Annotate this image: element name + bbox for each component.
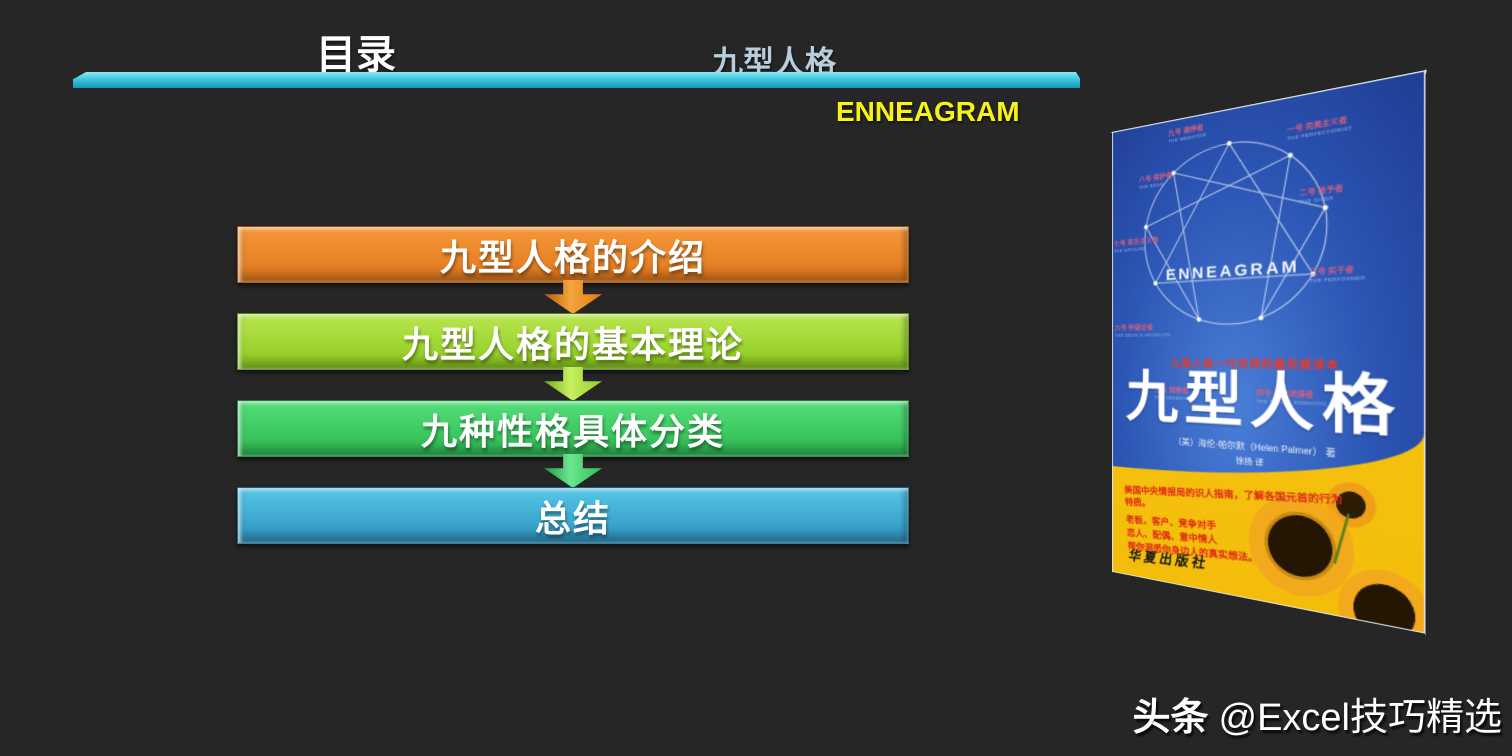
blurb-line: 恋人、配偶、意中情人 <box>1126 527 1218 546</box>
book-blurb: 美国中央情报局的识人指南，了解各国元首的行为特质。 老板、客户、竞争对手 恋人、… <box>1124 484 1358 577</box>
toc-item-label: 九型人格的基本理论 <box>401 323 744 365</box>
diagram-title: ENNEAGRAM <box>1165 256 1300 285</box>
book-title: 九型人格 <box>1125 366 1404 446</box>
type-en: THE OBSERVER <box>1154 394 1194 402</box>
type-en: THE GIVER <box>1299 195 1334 205</box>
blurb-line: 美国中央情报局的识人指南，了解各国元首的行为特质。 <box>1123 484 1344 509</box>
type-zh: 五号 观察者 <box>1154 386 1189 395</box>
blurb-line: 老板、客户、竞争对手 <box>1125 514 1217 532</box>
type-zh: 七号 享乐主义者 <box>1113 236 1159 248</box>
type-en: THE EPICURE <box>1113 246 1146 254</box>
type-zh: 二号 给予者 <box>1299 184 1344 198</box>
book-tagline: 九型人格一代宗师的最权威读本 <box>1170 358 1340 373</box>
type-label-3: 三号 实干者 THE PERFORMER <box>1309 265 1365 285</box>
type-zh: 三号 实干者 <box>1309 265 1354 277</box>
type-zh: 八号 保护者 <box>1138 171 1173 185</box>
type-en: THE MEDIATOR <box>1168 131 1207 145</box>
down-arrow-icon <box>544 454 602 488</box>
type-en: THE TRAGIC ROMANTIC <box>1256 398 1328 408</box>
type-label-9: 九号 调停者 THE MEDIATOR <box>1168 123 1206 145</box>
watermark: 头条 @Excel技巧精选 <box>1132 686 1502 741</box>
type-label-8: 八号 保护者 THE BOSS <box>1139 172 1173 191</box>
cover-blue-panel: 九号 调停者 THE MEDIATOR 一号 完美主义者 THE PERFECT… <box>1112 71 1425 498</box>
sunflower-stem <box>1333 513 1350 565</box>
type-en: THE PERFECTIONIST <box>1287 124 1353 142</box>
type-en: THE PERFORMER <box>1309 274 1366 284</box>
type-en: THE BOSS <box>1138 181 1164 191</box>
toc-item-label: 九型人格的介绍 <box>439 236 706 278</box>
type-label-5: 五号 观察者 THE OBSERVER <box>1154 386 1193 402</box>
publisher-name: 华夏出版社 <box>1127 548 1209 573</box>
type-zh: 九号 调停者 <box>1168 123 1204 138</box>
toc-item-label: 总结 <box>534 497 611 539</box>
type-zh: 四号 悲剧浪漫者 <box>1256 389 1314 400</box>
type-label-6: 六号 怀疑论者 THE DEVIL'S ADVOCATE <box>1115 324 1171 339</box>
down-arrow-icon <box>544 280 602 314</box>
book-front-cover: 九号 调停者 THE MEDIATOR 一号 完美主义者 THE PERFECT… <box>1112 70 1426 634</box>
blurb-line: 帮你洞悉你身边人的真实想法。 <box>1127 541 1259 565</box>
type-en: THE DEVIL'S ADVOCATE <box>1114 332 1171 339</box>
sunflower-art <box>1112 433 1425 634</box>
type-label-2: 二号 给予者 THE GIVER <box>1299 184 1343 206</box>
down-arrow-icon <box>544 367 602 401</box>
type-label-7: 七号 享乐主义者 THE EPICURE <box>1114 236 1159 254</box>
book-author: （美）海伦·帕尔默（Helen Palmer） 著 <box>1173 436 1336 459</box>
subtitle-enneagram: ENNEAGRAM <box>836 96 1020 127</box>
type-label-1: 一号 完美主义者 THE PERFECTIONIST <box>1287 115 1352 142</box>
book-translator: 徐扬 译 <box>1235 455 1264 468</box>
toc-item-summary: 总结 <box>237 487 909 544</box>
type-zh: 六号 怀疑论者 <box>1114 324 1154 332</box>
enneagram-diagram-icon <box>1137 115 1338 334</box>
divider-bar <box>73 72 1080 88</box>
type-zh: 一号 完美主义者 <box>1287 115 1348 135</box>
type-label-4: 四号 悲剧浪漫者 THE TRAGIC ROMANTIC <box>1256 389 1327 408</box>
toc-item-theory: 九型人格的基本理论 <box>237 313 909 370</box>
page-title: 目录 <box>316 33 396 77</box>
toc-item-label: 九种性格具体分类 <box>420 410 725 452</box>
watermark-handle: @Excel技巧精选 <box>1218 697 1503 739</box>
book-cover: 九号 调停者 THE MEDIATOR 一号 完美主义者 THE PERFECT… <box>1111 67 1427 637</box>
toc-item-classification: 九种性格具体分类 <box>237 400 909 457</box>
watermark-brand: 头条 <box>1132 697 1209 739</box>
toc-item-intro: 九型人格的介绍 <box>237 226 909 283</box>
